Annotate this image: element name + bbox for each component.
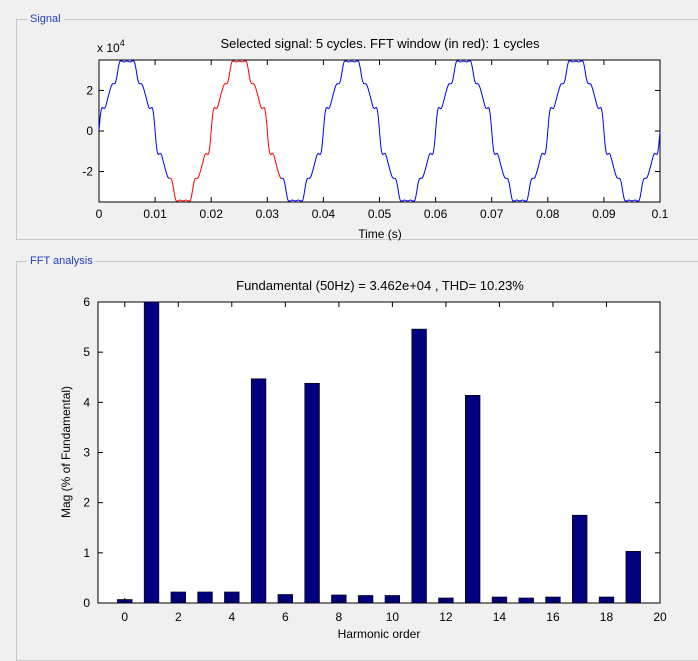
fft-xtick-label-4: 8 <box>336 610 343 624</box>
fft-bar-9 <box>357 595 374 604</box>
signal-panel-title: Signal <box>27 12 64 26</box>
signal-y-multiplier-exp: 4 <box>120 38 125 48</box>
fft-ytick-label-6: 6 <box>83 295 90 309</box>
fft-plot-title: Fundamental (50Hz) = 3.462e+04 , THD= 10… <box>236 278 524 293</box>
fft-xtick-label-7: 14 <box>493 610 507 624</box>
fft-xtick-label-1: 2 <box>175 610 182 624</box>
fft-xtick-label-0: 0 <box>121 610 128 624</box>
fft-bar-11 <box>411 328 427 604</box>
fft-plot: Fundamental (50Hz) = 3.462e+04 , THD= 10… <box>59 278 667 641</box>
signal-y-multiplier: x 104 <box>97 38 125 55</box>
signal-xlabel: Time (s) <box>358 227 402 241</box>
fft-ytick-label-0: 0 <box>83 596 90 610</box>
signal-plot: Selected signal: 5 cycles. FFT window (i… <box>82 36 669 241</box>
fft-ytick-label-4: 4 <box>83 395 90 409</box>
signal-xtick-label-9: 0.09 <box>592 207 616 221</box>
fft-xtick-label-8: 16 <box>546 610 560 624</box>
fft-xtick-label-5: 10 <box>386 610 400 624</box>
signal-xtick-label-1: 0.01 <box>143 207 167 221</box>
fft-ytick-label-1: 1 <box>83 546 90 560</box>
signal-trace-after <box>280 60 661 202</box>
fft-panel-title: FFT analysis <box>27 254 96 268</box>
fft-ylabel: Mag (% of Fundamental) <box>59 386 73 518</box>
fft-bar-5 <box>250 378 267 604</box>
signal-trace-before <box>98 60 170 179</box>
signal-lines <box>98 60 661 202</box>
signal-ytick-label-1: 0 <box>86 124 93 138</box>
fft-bar-17 <box>572 514 588 604</box>
signal-xtick-label-2: 0.02 <box>200 207 224 221</box>
fft-bar-3 <box>197 591 213 604</box>
signal-xtick-label-3: 0.03 <box>256 207 280 221</box>
fft-bar-19 <box>625 551 641 604</box>
fft-xtick-label-3: 6 <box>282 610 289 624</box>
fft-xtick-label-2: 4 <box>228 610 235 624</box>
signal-trace-fft-window <box>169 60 282 202</box>
fft-ytick-label-5: 5 <box>83 345 90 359</box>
signal-ytick-label-0: -2 <box>82 165 93 179</box>
signal-xtick-label-6: 0.06 <box>424 207 448 221</box>
signal-xtick-label-5: 0.05 <box>368 207 392 221</box>
fft-bar-7 <box>304 382 320 604</box>
fft-axes-box <box>97 301 661 604</box>
signal-xtick-label-4: 0.04 <box>312 207 336 221</box>
signal-xtick-label-10: 0.1 <box>652 207 669 221</box>
fft-xtick-label-10: 20 <box>653 610 667 624</box>
fft-xlabel: Harmonic order <box>338 627 421 641</box>
fft-ytick-label-3: 3 <box>83 446 90 460</box>
signal-ticks: 0 0.01 0.02 0.03 0.04 0.05 0.06 0.07 0.08 0.09 0.1… <box>82 60 669 221</box>
signal-y-multiplier-base: x 10 <box>97 41 120 55</box>
signal-plot-title: Selected signal: 5 cycles. FFT window (i… <box>220 36 540 51</box>
fft-bar-15 <box>518 597 534 604</box>
fft-ytick-label-2: 2 <box>83 496 90 510</box>
fft-xtick-label-6: 12 <box>439 610 453 624</box>
fft-bar-1 <box>143 301 160 604</box>
signal-xtick-label-8: 0.08 <box>536 207 560 221</box>
fft-bars <box>117 301 641 604</box>
signal-xtick-label-7: 0.07 <box>480 207 504 221</box>
signal-panel: Signal <box>16 12 698 240</box>
fft-xtick-label-9: 18 <box>600 610 614 624</box>
signal-ytick-label-2: 2 <box>86 83 93 97</box>
signal-xtick-label-0: 0 <box>96 207 103 221</box>
fft-bar-13 <box>465 395 481 604</box>
